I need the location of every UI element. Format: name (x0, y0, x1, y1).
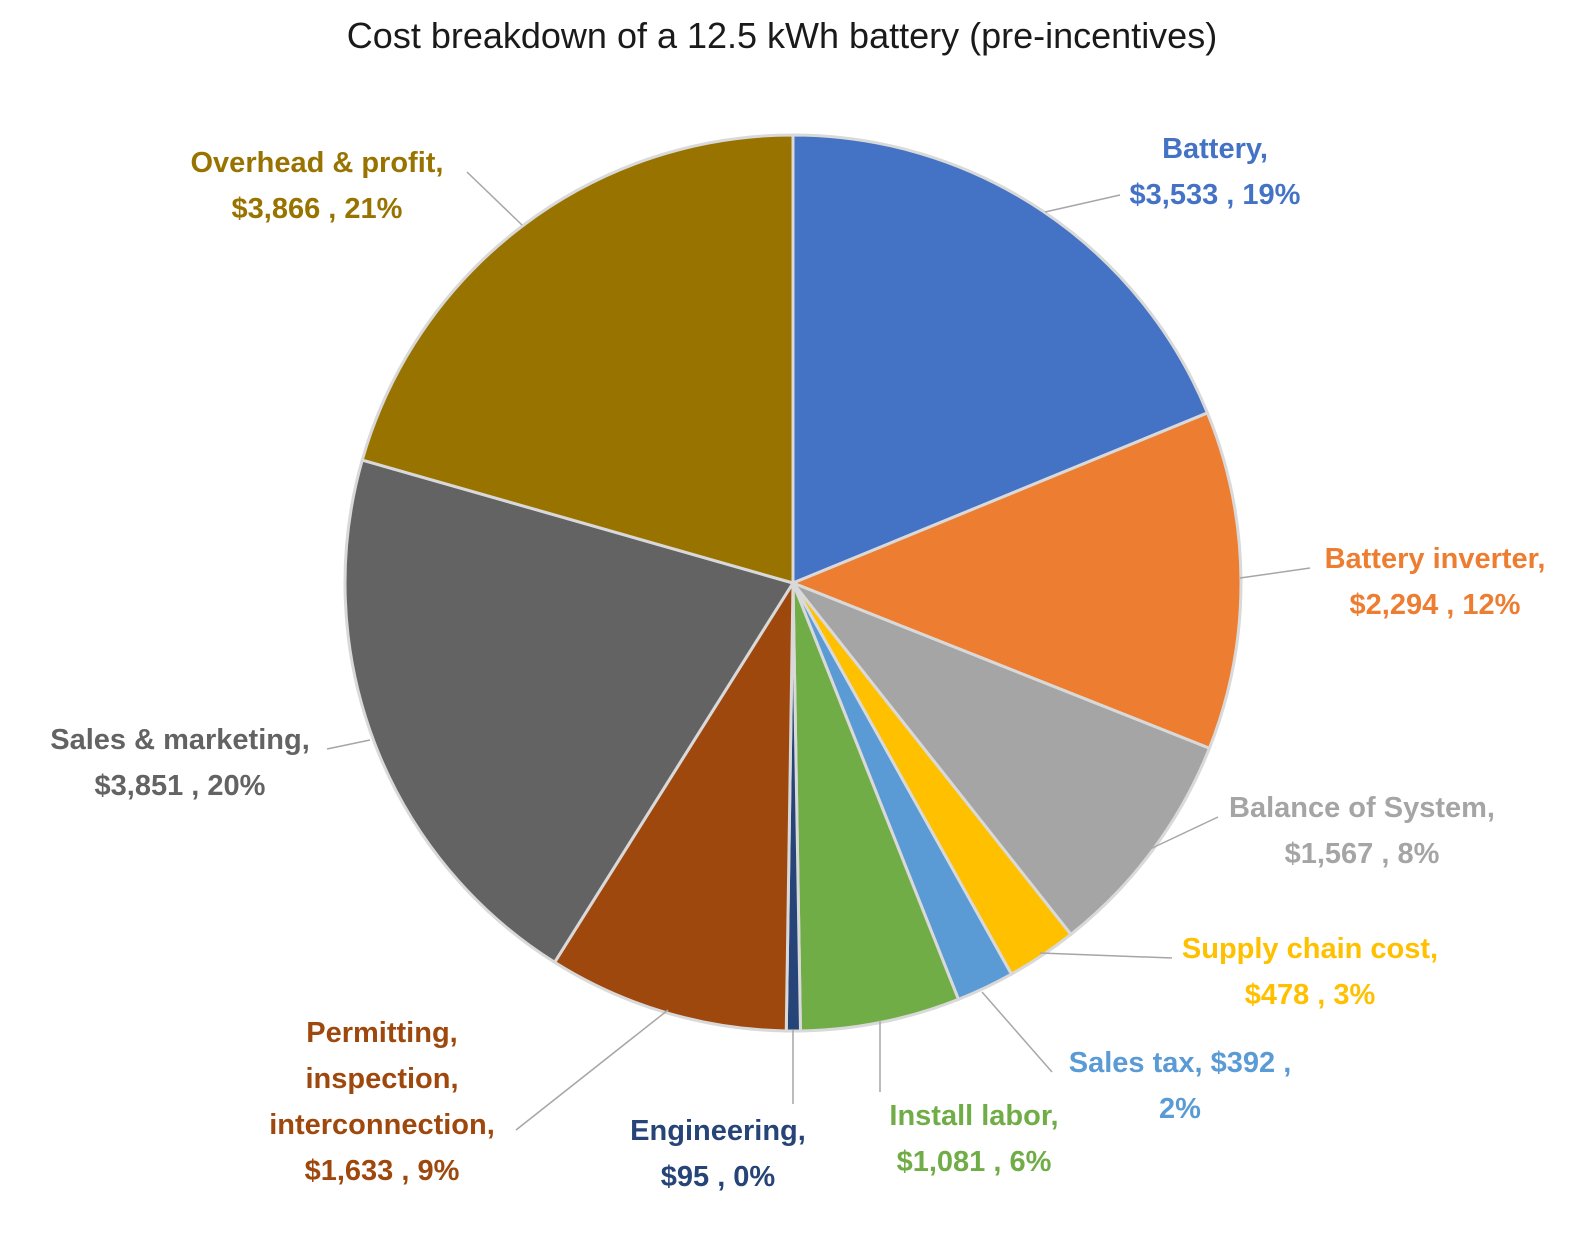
slice-balance-of-system (791, 581, 1211, 936)
leader-line-supply-chain-cost (1039, 952, 1173, 959)
slice-install-labor (791, 581, 960, 1033)
data-label-permitting-inspection-interconnection: Permitting, inspection, interconnection, $1… (269, 1017, 495, 1187)
leader-lines (326, 171, 1311, 1131)
data-label-engineering: Engineering, $95 , 0% (630, 1115, 806, 1193)
slice-battery (791, 133, 1209, 585)
leader-line-sales-tax (981, 991, 1053, 1073)
slice-overhead-profit (360, 133, 795, 585)
data-label-line: interconnection, (269, 1109, 495, 1141)
data-label-supply-chain-cost: Supply chain cost, $478 , 3% (1182, 933, 1438, 1011)
data-label-sales-tax: Sales tax, $392 , 2% (1069, 1047, 1292, 1125)
data-label-line: $1,081 , 6% (897, 1146, 1052, 1178)
data-label-balance-of-system: Balance of System, $1,567 , 8% (1229, 792, 1495, 870)
data-label-line: Overhead & profit, (191, 147, 444, 179)
data-label-line: $3,533 , 19% (1130, 179, 1301, 211)
data-label-line: $95 , 0% (661, 1161, 776, 1193)
data-label-line: $2,294 , 12% (1350, 589, 1521, 621)
data-label-line: Sales tax, $392 , (1069, 1047, 1292, 1079)
chart-title: Cost breakdown of a 12.5 kWh battery (pr… (347, 15, 1217, 56)
data-label-line: $3,851 , 20% (95, 770, 266, 802)
data-label-line: Install labor, (889, 1100, 1058, 1132)
data-label-sales-marketing: Sales & marketing, $3,851 , 20% (50, 724, 310, 802)
data-label-line: $1,567 , 8% (1285, 838, 1440, 870)
data-label-line: Sales & marketing, (50, 724, 310, 756)
data-label-install-labor: Install labor, $1,081 , 6% (889, 1100, 1058, 1178)
leader-line-permitting-inspection-interconnection (515, 1009, 669, 1131)
leader-line-battery-inverter (1239, 567, 1311, 579)
data-label-line: Battery inverter, (1325, 543, 1546, 575)
data-label-line: Engineering, (630, 1115, 806, 1147)
data-label-line: Supply chain cost, (1182, 933, 1438, 965)
data-label-line: Battery, (1162, 133, 1268, 165)
data-label-line: inspection, (305, 1063, 458, 1095)
slice-sales-marketing (343, 458, 795, 964)
data-label-line: $1,633 , 9% (305, 1155, 460, 1187)
leader-line-battery (1044, 194, 1121, 213)
data-label-line: 2% (1159, 1093, 1201, 1125)
leader-line-balance-of-system (1147, 816, 1219, 851)
leader-line-overhead-profit (466, 171, 523, 226)
data-label-line: Balance of System, (1229, 792, 1495, 824)
data-label-battery: Battery, $3,533 , 19% (1130, 133, 1301, 211)
leader-line-sales-marketing (326, 739, 371, 750)
pie-slices (343, 133, 1243, 1033)
slice-battery-inverter (791, 411, 1243, 750)
data-label-line: $3,866 , 21% (232, 193, 403, 225)
data-label-battery-inverter: Battery inverter, $2,294 , 12% (1325, 543, 1546, 621)
data-labels: Battery, $3,533 , 19% Battery inverter, $2,… (50, 133, 1545, 1193)
data-label-overhead-profit: Overhead & profit, $3,866 , 21% (191, 147, 444, 225)
data-label-line: Permitting, (306, 1017, 457, 1049)
data-label-line: $478 , 3% (1245, 979, 1376, 1011)
